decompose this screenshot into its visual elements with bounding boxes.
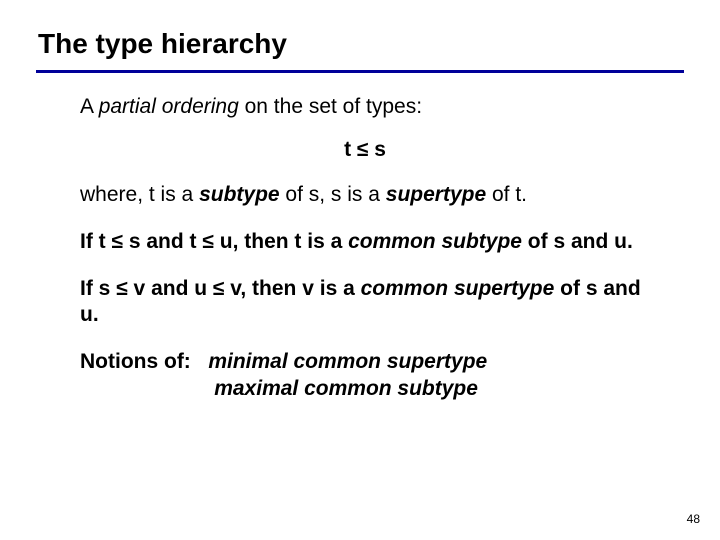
le-symbol: ≤ <box>357 138 369 161</box>
text: If s <box>80 277 116 300</box>
term-supertype: supertype <box>386 183 486 206</box>
term-min-common-supertype: minimal common supertype <box>208 350 487 373</box>
text: v and u <box>128 277 213 300</box>
para-partial-ordering: A partial ordering on the set of types: <box>80 94 650 121</box>
title-underline <box>36 70 684 73</box>
term-common-subtype: common subtype <box>348 230 522 253</box>
le-symbol: ≤ <box>202 230 214 253</box>
term-subtype: subtype <box>199 183 280 206</box>
para-common-supertype: If s ≤ v and u ≤ v, then v is a common s… <box>80 276 650 330</box>
text <box>80 377 214 400</box>
le-symbol: ≤ <box>116 277 128 300</box>
text: where, t is a <box>80 183 199 206</box>
text: on the set of types: <box>239 95 422 118</box>
text: s <box>368 138 386 161</box>
para-subtype-supertype: where, t is a subtype of s, s is a super… <box>80 182 650 209</box>
text: of s, s is a <box>280 183 386 206</box>
text: s and t <box>123 230 202 253</box>
para-notions: Notions of: minimal common supertype max… <box>80 349 650 403</box>
term-partial-ordering: partial ordering <box>99 95 239 118</box>
text: of t. <box>486 183 527 206</box>
text: t <box>344 138 357 161</box>
text: u, then t is a <box>214 230 348 253</box>
formula-t-le-s: t ≤ s <box>80 137 650 164</box>
slide-title: The type hierarchy <box>38 28 287 60</box>
term-max-common-subtype: maximal common subtype <box>214 377 478 400</box>
term-common-supertype: common supertype <box>361 277 555 300</box>
para-common-subtype: If t ≤ s and t ≤ u, then t is a common s… <box>80 229 650 256</box>
slide: The type hierarchy A partial ordering on… <box>0 0 720 540</box>
text: A <box>80 95 99 118</box>
text: v, then v is a <box>224 277 360 300</box>
le-symbol: ≤ <box>112 230 124 253</box>
slide-body: A partial ordering on the set of types: … <box>80 94 650 423</box>
page-number: 48 <box>687 512 700 526</box>
text: Notions of: <box>80 350 208 373</box>
text: If t <box>80 230 112 253</box>
le-symbol: ≤ <box>213 277 225 300</box>
text: of s and u. <box>522 230 633 253</box>
